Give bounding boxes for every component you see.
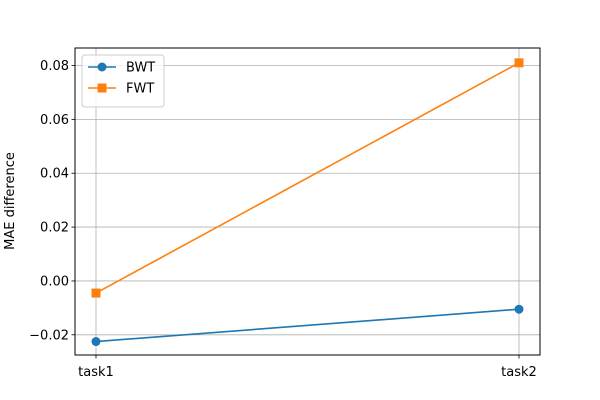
bwt-series-line (95, 308, 520, 343)
y-tick-label: −0.02 (29, 328, 69, 343)
x-tick-label: task1 (78, 365, 114, 380)
y-tick-label: 0.04 (40, 167, 69, 182)
fwt-data-point (91, 288, 101, 298)
legend: BWT FWT (81, 54, 165, 108)
legend-bwt-label: BWT (126, 61, 155, 76)
legend-bwt-marker (97, 62, 107, 72)
y-axis-label: MAE difference (3, 152, 18, 250)
y-tick-label: 0.02 (40, 221, 69, 236)
y-tick-label: 0.08 (40, 59, 69, 74)
y-tick-label: 0.00 (40, 274, 69, 289)
plot-frame (74, 47, 541, 356)
fwt-series-line (95, 62, 520, 294)
legend-fwt-label: FWT (126, 82, 154, 97)
grid (75, 48, 540, 355)
fwt-data-point (514, 58, 524, 68)
bwt-data-point (514, 304, 524, 314)
legend-fwt-marker (97, 83, 107, 93)
series-layer (91, 58, 524, 347)
ticks: −0.02 0.00 0.02 0.04 0.06 0.08 task1 task2 (29, 59, 537, 380)
y-tick-label: 0.06 (40, 113, 69, 128)
x-tick-label: task2 (501, 365, 537, 380)
bwt-data-point (91, 337, 101, 347)
